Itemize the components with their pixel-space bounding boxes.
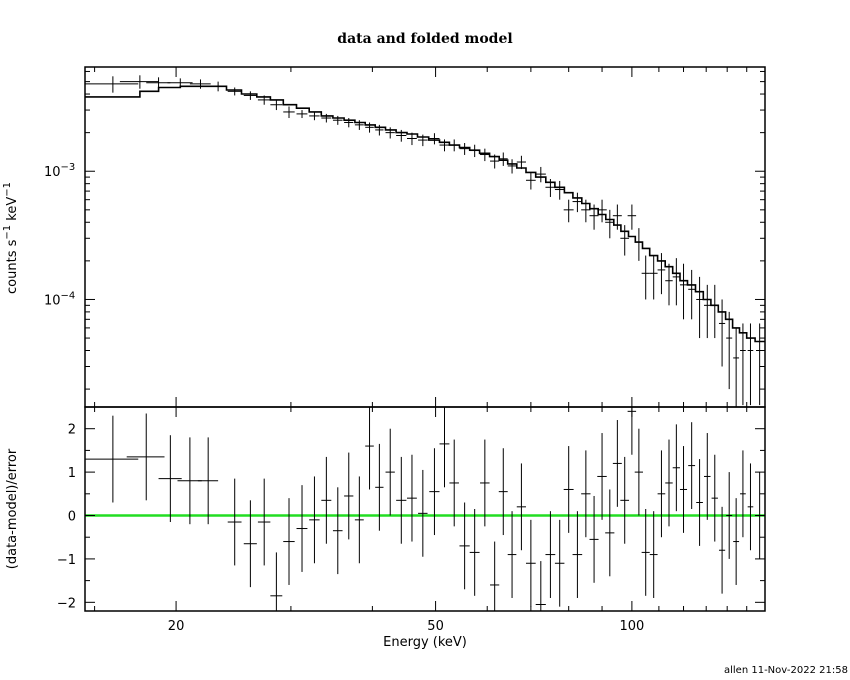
chart-title: data and folded model: [337, 31, 512, 47]
y-tick-exponent: −4: [61, 290, 76, 301]
data-points: [85, 75, 764, 407]
res-y-tick-label: 2: [68, 423, 76, 438]
y-label-part: keV: [5, 197, 20, 225]
y-label-part: counts s: [5, 239, 20, 294]
res-y-tick-label: 1: [68, 466, 76, 481]
y-label-part: −1: [2, 225, 13, 240]
bottom-panel-frame: [84, 406, 766, 612]
y-label-part: −1: [2, 182, 13, 197]
x-tick-label: 20: [168, 619, 185, 634]
top-y-tick-labels: 10−310−4: [44, 162, 75, 308]
x-tick-label: 100: [619, 619, 644, 634]
bottom-axis-ticks: [85, 406, 766, 611]
res-y-tick-label: 0: [68, 510, 76, 525]
y-tick-label: 10−3: [44, 162, 75, 180]
res-y-tick-label: −2: [57, 596, 76, 611]
y-tick-exponent: −3: [61, 162, 76, 173]
top-axis-ticks: [85, 67, 766, 407]
y-tick-base: 10: [44, 293, 61, 308]
y-tick-base: 10: [44, 165, 61, 180]
x-tick-label: 50: [427, 619, 444, 634]
bottom-y-tick-labels: 2 1 0 −1 −2: [57, 423, 76, 612]
x-tick-labels: 20 50 100: [168, 619, 645, 634]
y-tick-label: 10−4: [44, 290, 75, 308]
bottom-y-axis-label: (data-model)/error: [5, 448, 20, 569]
res-y-tick-label: −1: [57, 553, 76, 568]
top-y-axis-label: counts s−1 keV−1: [2, 182, 20, 294]
residual-points: [85, 407, 764, 611]
model-curve: [85, 85, 765, 343]
model-step-line: [85, 85, 765, 343]
x-axis-label: Energy (keV): [383, 635, 467, 650]
footer-stamp: allen 11-Nov-2022 21:58: [724, 665, 848, 676]
bottom-panel: 2 1 0 −1 −2 (data-model)/error: [5, 406, 766, 612]
